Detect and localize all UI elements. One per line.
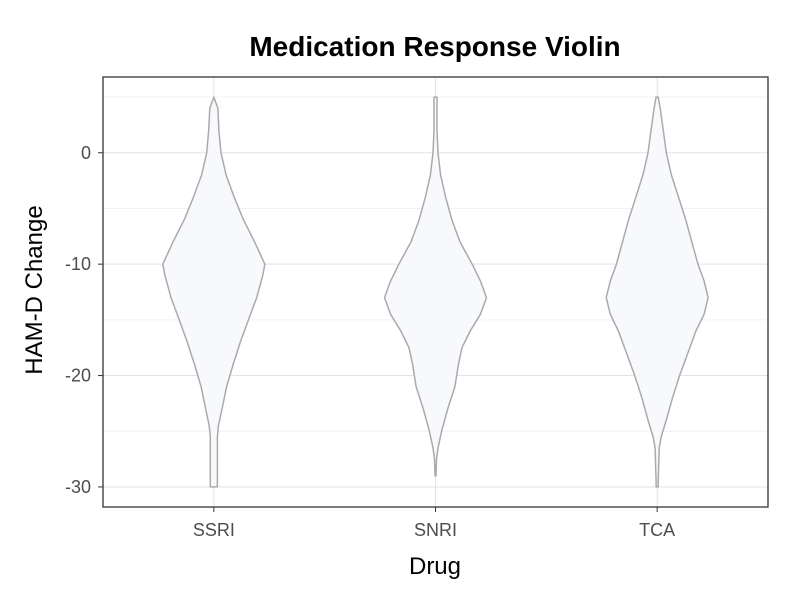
x-tick-label-ssri: SSRI [193, 520, 235, 540]
violin-layer [162, 96, 709, 488]
y-axis-title: HAM-D Change [21, 205, 48, 374]
violin-ssri [162, 96, 266, 488]
y-tick-label: 0 [81, 143, 91, 163]
x-tick-label-tca: TCA [639, 520, 675, 540]
x-tick-label-snri: SNRI [414, 520, 457, 540]
y-tick-label: -20 [65, 366, 91, 386]
x-axis-title: Drug [409, 553, 461, 580]
chart-title: Medication Response Violin [249, 31, 620, 62]
y-tick-label: -10 [65, 254, 91, 274]
violin-snri [383, 96, 488, 477]
y-tick-label: -30 [65, 477, 91, 497]
axis-layer: 0 -10 -20 -30 SSRI SNRI TCA [65, 143, 675, 540]
violin-tca [605, 96, 709, 488]
